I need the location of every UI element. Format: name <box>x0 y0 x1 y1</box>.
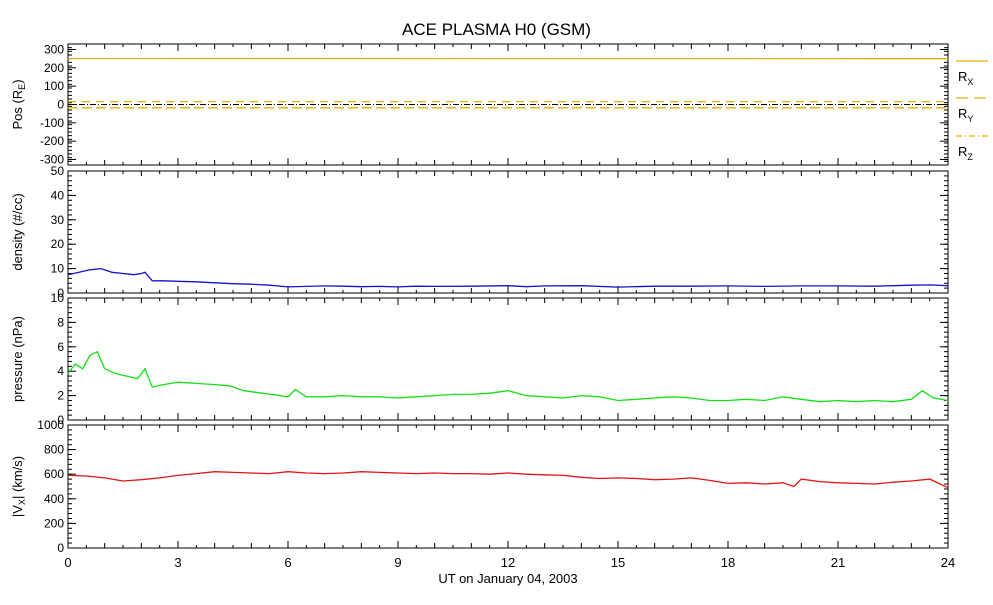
y-axis-label: pressure (nPa) <box>10 316 25 402</box>
series-line-vx-0 <box>68 472 948 488</box>
y-tick-label: 1000 <box>37 418 64 432</box>
y-tick-label: 600 <box>44 467 64 481</box>
x-tick-label: 24 <box>941 555 955 570</box>
x-tick-label: 9 <box>394 555 401 570</box>
y-tick-label: 100 <box>44 79 64 93</box>
y-tick-label: 40 <box>51 188 65 202</box>
y-tick-label: 10 <box>51 262 65 276</box>
y-axis-label: Pos (RE) <box>10 79 27 129</box>
panel-frame <box>68 171 948 293</box>
x-tick-label: 18 <box>721 555 735 570</box>
y-tick-label: 200 <box>44 61 64 75</box>
x-tick-label: 0 <box>64 555 71 570</box>
y-tick-label: 8 <box>57 315 64 329</box>
y-tick-label: -200 <box>40 134 64 148</box>
y-tick-label: 4 <box>57 364 64 378</box>
y-tick-label: 0 <box>57 541 64 555</box>
legend: RX RY RZ <box>956 61 988 162</box>
panel-frame <box>68 425 948 548</box>
x-axis-label: UT on January 04, 2003 <box>438 571 577 586</box>
legend-label-y: RY <box>958 106 973 124</box>
y-tick-label: 10 <box>51 291 65 305</box>
x-tick-label: 3 <box>174 555 181 570</box>
y-axis-label: density (#/cc) <box>10 193 25 270</box>
y-tick-label: 400 <box>44 492 64 506</box>
legend-label-z: RZ <box>958 144 973 162</box>
y-tick-label: 30 <box>51 213 65 227</box>
chart-title: ACE PLASMA H0 (GSM) <box>0 20 993 40</box>
y-tick-label: -100 <box>40 116 64 130</box>
x-tick-label: 6 <box>284 555 291 570</box>
y-tick-label: 0 <box>57 98 64 112</box>
y-tick-label: 50 <box>51 164 65 178</box>
legend-label-x: RX <box>958 69 973 87</box>
x-tick-label: 15 <box>611 555 625 570</box>
y-tick-label: 6 <box>57 340 64 354</box>
x-tick-label: 21 <box>831 555 845 570</box>
y-tick-label: 20 <box>51 237 65 251</box>
series-line-density-0 <box>68 269 948 288</box>
y-tick-label: 800 <box>44 443 64 457</box>
y-tick-label: 2 <box>57 389 64 403</box>
y-axis-label: |VX| (km/s) <box>10 456 27 517</box>
panel-vx: 0 200 400 600 800 1000 |VX| (km/s) <box>10 418 948 555</box>
series-line-pressure-0 <box>68 352 948 402</box>
y-tick-label: 200 <box>44 516 64 530</box>
x-tick-label: 12 <box>501 555 515 570</box>
y-tick-label: 300 <box>44 43 64 57</box>
